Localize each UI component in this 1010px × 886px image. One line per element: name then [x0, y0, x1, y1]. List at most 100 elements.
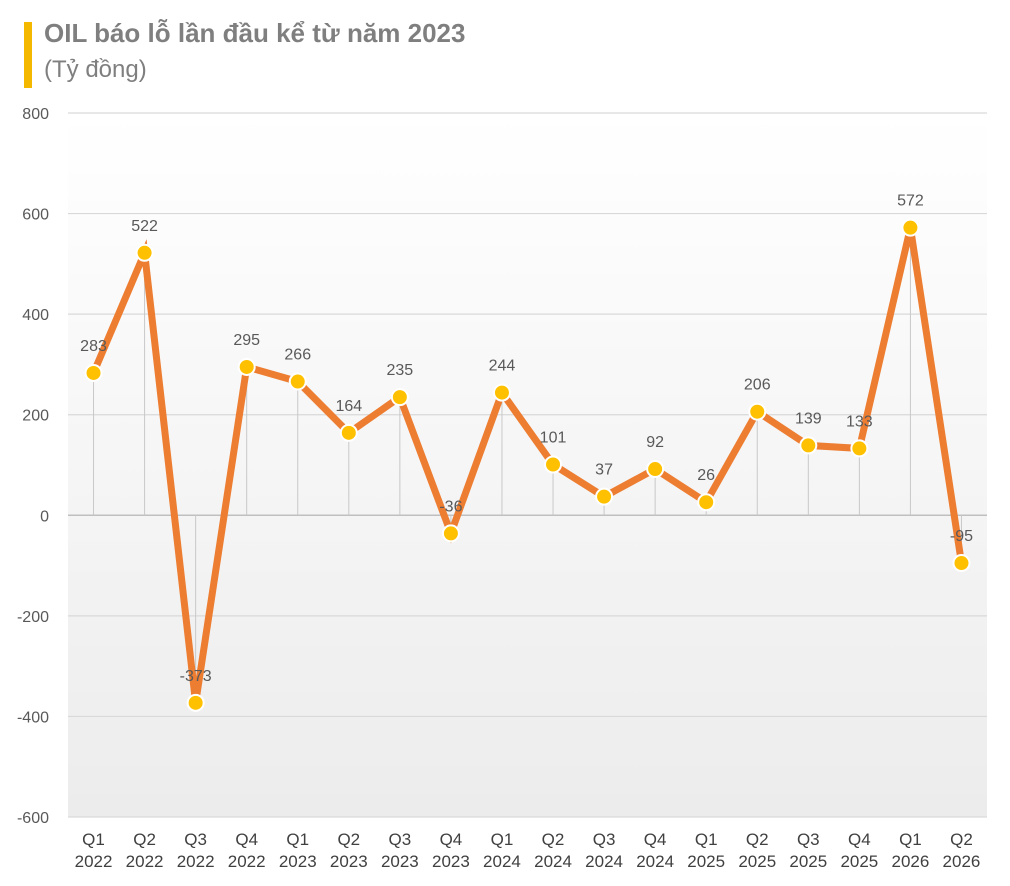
x-tick-year: 2024: [534, 852, 572, 871]
data-label: 37: [595, 462, 613, 479]
y-tick-label: -200: [17, 609, 49, 626]
x-tick-quarter: Q2: [337, 830, 360, 849]
data-label: -95: [950, 528, 973, 545]
x-tick-label: Q3 2022: [177, 830, 215, 871]
x-tick-label: Q4 2024: [636, 830, 674, 871]
x-tick-quarter: Q1: [695, 830, 718, 849]
drop-lines: [93, 227, 962, 703]
x-tick-year: 2023: [432, 852, 470, 871]
gridlines: [68, 112, 987, 818]
x-tick-quarter: Q1: [286, 830, 309, 849]
x-tick-quarter: Q4: [235, 830, 258, 849]
y-tick-label: -400: [17, 709, 49, 726]
x-tick-label: Q2 2026: [943, 830, 981, 871]
x-tick-quarter: Q4: [440, 830, 463, 849]
x-tick-quarter: Q2: [746, 830, 769, 849]
data-label: 133: [846, 413, 873, 430]
data-point: [799, 436, 818, 455]
x-tick-year: 2025: [789, 852, 827, 871]
x-tick-year: 2025: [840, 852, 878, 871]
data-label: 244: [489, 358, 516, 375]
data-point: [850, 439, 869, 458]
x-tick-year: 2026: [943, 852, 981, 871]
data-label: 101: [540, 429, 567, 446]
x-tick-year: 2022: [75, 852, 113, 871]
data-label: 572: [897, 193, 924, 210]
data-point: [544, 455, 563, 474]
x-tick-year: 2025: [687, 852, 725, 871]
x-tick-quarter: Q1: [491, 830, 514, 849]
data-point: [646, 460, 665, 479]
x-tick-label: Q1 2025: [687, 830, 725, 871]
data-label: 295: [233, 332, 260, 349]
data-labels: 283 522 -373 295 266 164 235 -36 244 101 37 92 26 206…: [80, 193, 973, 685]
data-label: 92: [646, 434, 664, 451]
data-label: 206: [744, 377, 771, 394]
data-point: [441, 524, 460, 543]
data-point: [595, 487, 614, 506]
data-points: [84, 218, 971, 712]
chart-subtitle: (Tỷ đồng): [44, 56, 147, 83]
y-tick-label: 0: [40, 508, 49, 525]
x-tick-label: Q2 2025: [738, 830, 776, 871]
x-tick-label: Q4 2022: [228, 830, 266, 871]
data-label: 235: [387, 362, 414, 379]
x-tick-quarter: Q2: [133, 830, 156, 849]
x-tick-year: 2022: [228, 852, 266, 871]
data-label: -36: [439, 498, 462, 515]
x-axis: Q1 2022 Q2 2022 Q3 2022 Q4 2022 Q1 2023 Q2 2023 Q3 20…: [75, 830, 981, 871]
data-point: [390, 388, 409, 407]
data-label: 522: [131, 218, 158, 235]
data-point: [748, 402, 767, 421]
x-tick-year: 2023: [381, 852, 419, 871]
title-accent-bar: [24, 22, 32, 88]
x-tick-label: Q3 2024: [585, 830, 623, 871]
x-tick-quarter: Q4: [848, 830, 871, 849]
x-tick-label: Q4 2023: [432, 830, 470, 871]
x-tick-label: Q1 2024: [483, 830, 521, 871]
data-point: [952, 554, 971, 573]
y-tick-label: 400: [22, 307, 49, 324]
x-tick-year: 2022: [126, 852, 164, 871]
data-label: 26: [697, 467, 715, 484]
data-label: 266: [284, 347, 311, 364]
x-tick-quarter: Q1: [899, 830, 922, 849]
x-tick-quarter: Q1: [82, 830, 105, 849]
x-tick-quarter: Q3: [797, 830, 820, 849]
x-tick-label: Q3 2025: [789, 830, 827, 871]
y-tick-label: 800: [22, 106, 49, 123]
x-tick-year: 2026: [892, 852, 930, 871]
x-tick-quarter: Q4: [644, 830, 667, 849]
x-tick-year: 2024: [585, 852, 623, 871]
data-label: 139: [795, 410, 822, 427]
x-tick-quarter: Q3: [184, 830, 207, 849]
data-point: [186, 693, 205, 712]
x-tick-label: Q1 2022: [75, 830, 113, 871]
data-point: [901, 218, 920, 237]
data-label: 164: [335, 398, 362, 415]
x-tick-year: 2024: [483, 852, 521, 871]
data-point: [237, 357, 256, 376]
y-tick-label: 600: [22, 207, 49, 224]
x-tick-year: 2022: [177, 852, 215, 871]
data-point: [492, 383, 511, 402]
x-tick-label: Q3 2023: [381, 830, 419, 871]
x-tick-label: Q1 2023: [279, 830, 317, 871]
y-axis: 800 600 400 200 0 -200 -400 -600: [17, 106, 49, 827]
plot-background: [68, 113, 987, 817]
data-label: 283: [80, 338, 107, 355]
x-tick-label: Q2 2023: [330, 830, 368, 871]
data-label: -373: [180, 668, 212, 685]
x-tick-year: 2025: [738, 852, 776, 871]
x-tick-quarter: Q2: [950, 830, 973, 849]
chart-title: OIL báo lỗ lần đầu kể từ năm 2023: [44, 18, 466, 48]
data-point: [339, 423, 358, 442]
x-tick-label: Q2 2024: [534, 830, 572, 871]
x-tick-label: Q2 2022: [126, 830, 164, 871]
data-point: [84, 363, 103, 382]
x-tick-label: Q4 2025: [840, 830, 878, 871]
x-tick-quarter: Q3: [389, 830, 412, 849]
y-tick-label: -600: [17, 810, 49, 827]
